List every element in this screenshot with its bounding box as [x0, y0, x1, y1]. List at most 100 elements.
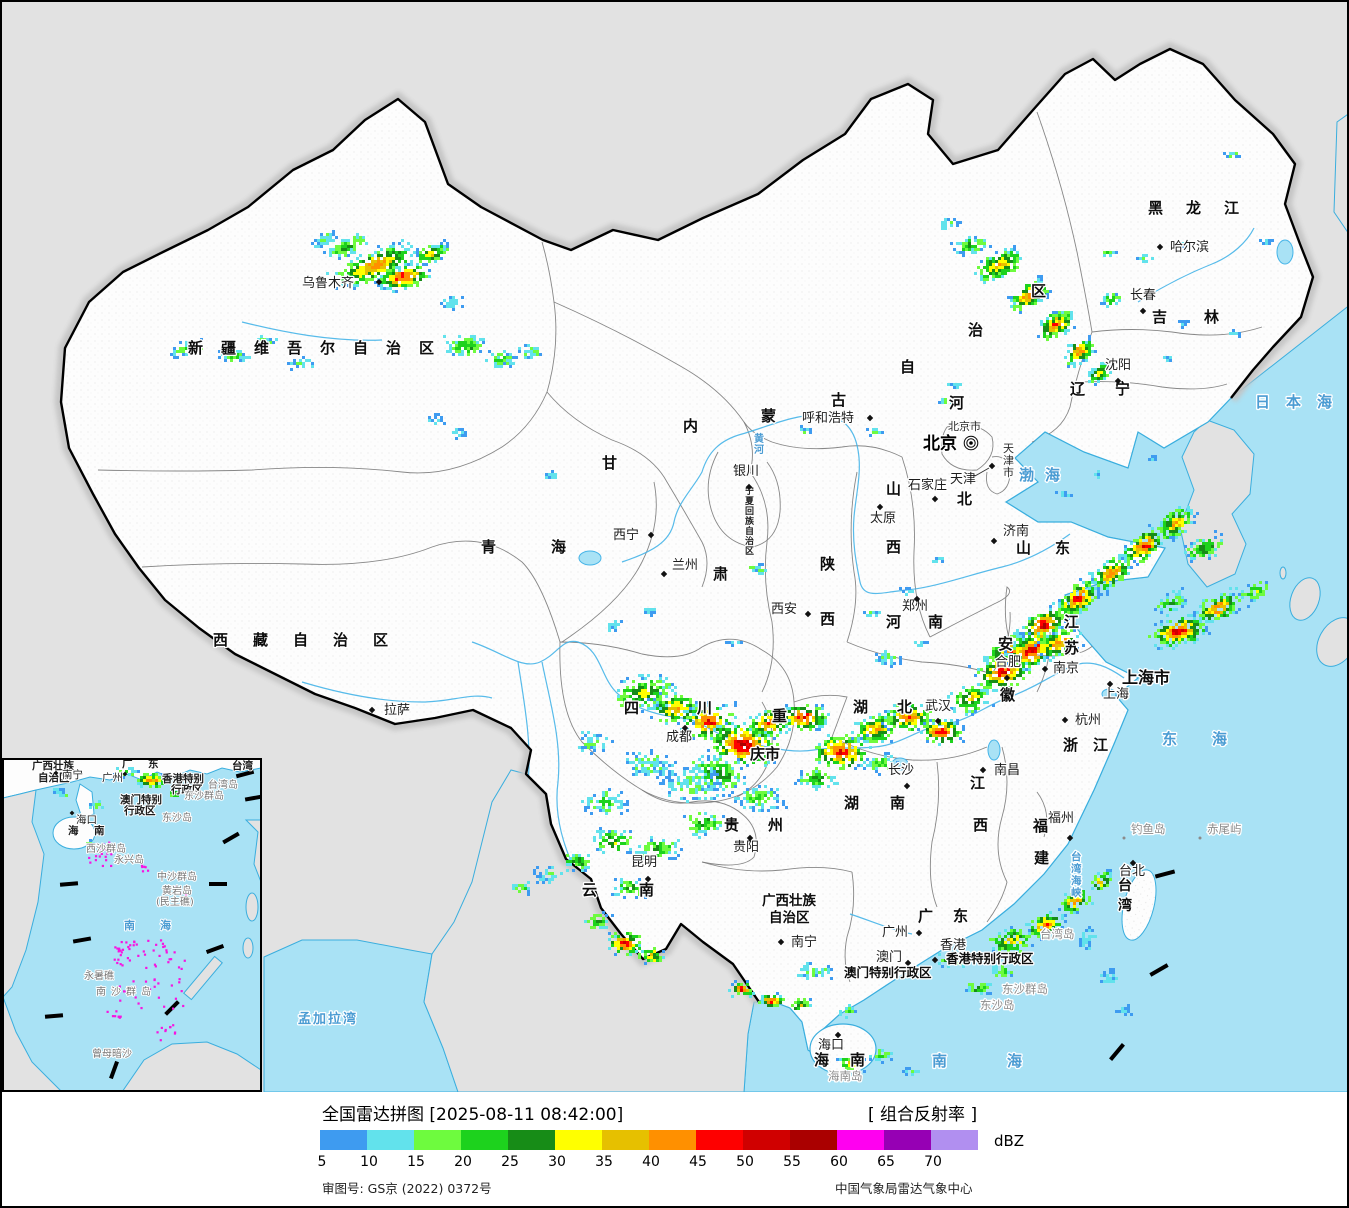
inset-label: 曾母暗沙	[92, 1047, 132, 1060]
map-approval-number: 审图号: GS京 (2022) 0372号	[322, 1181, 492, 1196]
city-label: 合肥	[995, 655, 1021, 670]
city-label: 西安	[771, 602, 797, 617]
city-label: 哈尔滨	[1170, 239, 1209, 255]
province-label: 治	[968, 321, 983, 339]
province-label: 自治区	[769, 909, 810, 926]
city-marker	[745, 483, 753, 491]
city-label: 海口	[818, 1038, 844, 1053]
province-label: 陕	[820, 555, 835, 573]
city-marker	[1114, 377, 1122, 385]
boundary-dash	[1149, 963, 1169, 977]
province-label: 西	[973, 816, 988, 834]
province-label: 辽宁	[1070, 380, 1160, 398]
tianjin-pointer-line	[974, 467, 990, 477]
province-label: 河	[949, 394, 964, 412]
city-marker	[375, 278, 383, 286]
inset-label: 海	[160, 918, 171, 932]
city-marker	[834, 1031, 842, 1039]
capital-label: 北京	[923, 433, 957, 454]
inset-label: 东沙岛	[162, 811, 192, 824]
island-label: 钓鱼岛	[1131, 822, 1166, 836]
scale-swatch-15	[414, 1130, 461, 1150]
city-marker	[1003, 674, 1011, 682]
scale-swatch-20	[461, 1130, 508, 1150]
scale-swatch-55	[790, 1130, 837, 1150]
scale-swatch-70	[931, 1130, 978, 1150]
province-label: 云南	[582, 881, 696, 899]
scale-swatch-45	[696, 1130, 743, 1150]
legend-panel: 全国雷达拼图 [2025-08-11 08:42:00] [ 组合反射率 ] d…	[2, 1092, 1347, 1206]
scale-value: 30	[548, 1154, 566, 1170]
scale-value: 20	[454, 1154, 472, 1170]
city-marker	[644, 875, 652, 883]
city-label: 南京	[1053, 660, 1079, 676]
inset-label: 台湾岛	[208, 778, 238, 791]
sar-label: 澳门特别行政区	[844, 965, 932, 980]
city-label: 长沙	[888, 763, 914, 778]
scale-value: 65	[877, 1154, 895, 1170]
scale-swatch-65	[884, 1130, 931, 1150]
legend-title: 全国雷达拼图 [2025-08-11 08:42:00]	[322, 1105, 624, 1125]
sea-label: 东海	[1162, 730, 1262, 748]
color-scale-ticks: 5 10 15 20 25 30 35 40 45 50 55 60 65 70	[2, 1154, 1347, 1172]
province-label: 山东	[1016, 539, 1094, 557]
city-marker	[681, 724, 689, 732]
province-label: 山	[886, 480, 901, 498]
province-label: 海南	[814, 1051, 886, 1069]
city-label: 昆明	[631, 855, 657, 870]
city-marker	[1106, 680, 1114, 688]
scale-swatch-35	[602, 1130, 649, 1150]
inset-label: 香港特别	[161, 772, 204, 785]
hainan-island	[809, 1023, 877, 1075]
city-marker	[904, 959, 912, 967]
province-label: 江	[1064, 613, 1079, 631]
scale-swatch-5	[320, 1130, 367, 1150]
sar-label: 香港特别行政区	[945, 951, 1034, 966]
city-marker	[368, 706, 376, 714]
lake	[1101, 688, 1117, 700]
scale-value: 40	[642, 1154, 660, 1170]
island-label: 赤尾屿	[1207, 822, 1242, 836]
inset-label: 永兴岛	[114, 853, 144, 866]
inset-label: 南沙群岛	[96, 985, 156, 998]
city-label: 乌鲁木齐	[302, 275, 354, 291]
city-marker	[777, 938, 785, 946]
inset-label: 行政区	[123, 804, 156, 817]
city-marker	[876, 503, 884, 511]
sea-label: 黄河	[754, 432, 764, 456]
city-marker	[913, 595, 921, 603]
islet-dot	[1122, 836, 1126, 840]
province-label: 庆市	[750, 745, 780, 763]
province-label: 徽	[999, 686, 1016, 704]
city-label: 杭州	[1075, 713, 1101, 728]
bay-of-bengal	[263, 939, 459, 1093]
city-marker	[804, 610, 812, 618]
city-label: 济南	[1003, 523, 1029, 539]
city-marker	[660, 570, 668, 578]
inset-label: 南	[124, 918, 135, 932]
scale-value: 55	[783, 1154, 801, 1170]
city-marker	[931, 495, 939, 503]
city-label: 拉萨	[384, 703, 410, 718]
province-label: 西	[820, 610, 835, 628]
tianjin-muni-label: 天津市	[1003, 442, 1014, 479]
city-marker	[69, 810, 75, 816]
city-marker	[931, 956, 939, 964]
city-label: 郑州	[902, 599, 928, 614]
inset-label: (民主礁)	[156, 895, 194, 908]
province-label: 建	[1034, 849, 1050, 867]
scale-value: 10	[360, 1154, 378, 1170]
city-label: 银川	[733, 464, 759, 479]
inset-label: 澳门特别	[120, 793, 162, 806]
scale-value: 45	[689, 1154, 707, 1170]
inset-label: 自治区	[38, 771, 70, 784]
tsushima-island	[1279, 566, 1287, 580]
inset-label: 海	[68, 824, 79, 837]
inset-label: 中沙群岛	[157, 870, 197, 883]
city-label: 贵阳	[733, 840, 759, 855]
agency-credit: 中国气象局雷达气象中心	[835, 1181, 973, 1196]
inset-label: 黄岩岛	[162, 884, 192, 897]
sea-label: 日本海	[1255, 393, 1347, 411]
scale-value: 5	[317, 1154, 327, 1170]
